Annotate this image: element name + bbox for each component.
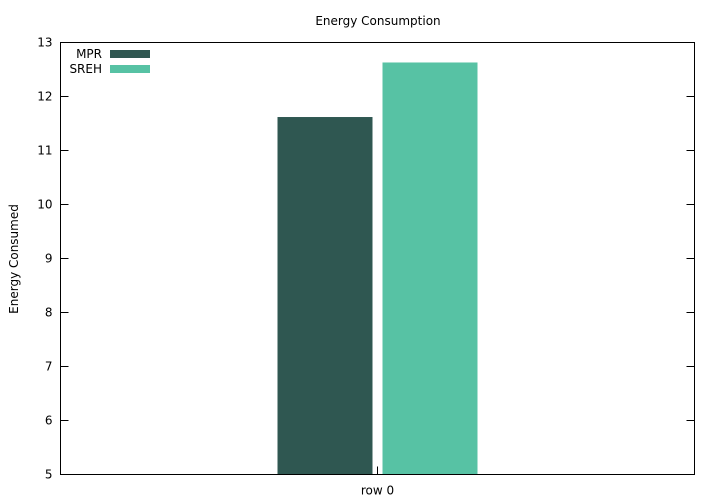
legend-label-sreh: SREH (69, 62, 102, 76)
y-tick-label: 13 (37, 36, 52, 50)
y-tick-label: 12 (37, 90, 52, 104)
x-tick-label: row 0 (361, 484, 394, 498)
chart-title: Energy Consumption (315, 14, 440, 28)
x-axis: row 0 (361, 466, 394, 498)
y-tick-label: 10 (37, 198, 52, 212)
plot-frame (60, 42, 695, 475)
bars (277, 62, 478, 475)
legend-swatch-mpr (110, 50, 150, 58)
y-tick-label: 7 (45, 360, 53, 374)
y-tick-label: 5 (45, 468, 53, 482)
legend-label-mpr: MPR (76, 47, 102, 61)
legend-swatch-sreh (110, 65, 150, 73)
bar-mpr (277, 117, 373, 475)
y-tick-label: 6 (45, 414, 53, 428)
y-tick-label: 9 (45, 252, 53, 266)
y-tick-label: 11 (37, 144, 52, 158)
bar-sreh (382, 62, 478, 475)
y-tick-label: 8 (45, 306, 53, 320)
y-axis-label: Energy Consumed (7, 204, 21, 314)
y-axis: 5 6 7 8 9 10 11 12 13 (37, 36, 695, 482)
